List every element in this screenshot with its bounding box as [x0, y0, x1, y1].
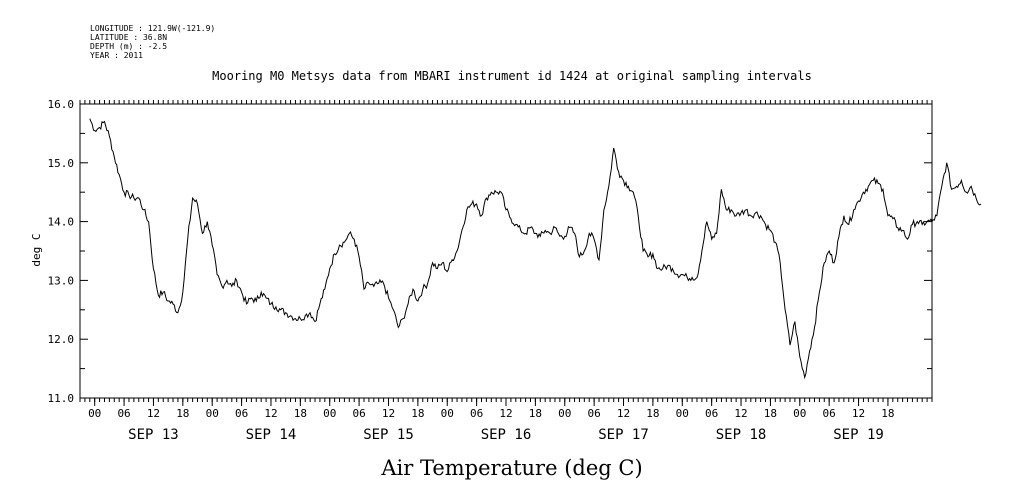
- x-tick-label: 18: [881, 407, 894, 420]
- chart-title: Mooring M0 Metsys data from MBARI instru…: [212, 69, 812, 83]
- x-day-label: SEP 17: [598, 427, 649, 443]
- x-tick-label: 00: [323, 407, 336, 420]
- x-tick-label: 18: [411, 407, 424, 420]
- plot-border: [79, 103, 933, 399]
- x-tick-label: 06: [352, 407, 365, 420]
- x-tick-label: 00: [793, 407, 806, 420]
- x-tick-label: 00: [206, 407, 219, 420]
- x-tick-label: 12: [499, 407, 512, 420]
- series-line: [89, 118, 982, 380]
- x-tick-label: 06: [470, 407, 483, 420]
- series-layer: [89, 118, 982, 380]
- x-day-label: SEP 13: [128, 427, 179, 443]
- longitude-label: LONGITUDE : 121.9W(-121.9): [90, 24, 215, 33]
- y-tick-label: 16.0: [48, 98, 75, 111]
- x-day-label: SEP 14: [246, 427, 297, 443]
- x-tick-label: 18: [646, 407, 659, 420]
- y-axis: 11.0 12.0 13.0 14.0 15.0 16.0: [48, 98, 932, 405]
- y-tick-label: 14.0: [48, 216, 75, 229]
- x-tick-label: 18: [176, 407, 189, 420]
- y-axis-label: deg C: [30, 233, 43, 266]
- x-tick-label: 06: [823, 407, 836, 420]
- x-tick-label: 12: [852, 407, 865, 420]
- x-tick-label: 00: [558, 407, 571, 420]
- depth-label: DEPTH (m) : -2.5: [90, 42, 167, 51]
- y-tick-label: 11.0: [48, 392, 75, 405]
- x-tick-label: 06: [117, 407, 130, 420]
- plot-frame: [79, 103, 933, 399]
- latitude-label: LATITUDE : 36.8N: [90, 33, 167, 42]
- x-day-label: SEP 18: [716, 427, 767, 443]
- x-tick-label: 00: [88, 407, 101, 420]
- x-tick-label: 18: [764, 407, 777, 420]
- x-tick-label: 12: [617, 407, 630, 420]
- x-tick-label: 06: [705, 407, 718, 420]
- x-tick-label: 12: [147, 407, 160, 420]
- x-tick-label: 12: [734, 407, 747, 420]
- x-tick-label: 12: [382, 407, 395, 420]
- x-tick-label: 06: [588, 407, 601, 420]
- x-day-label: SEP 16: [481, 427, 532, 443]
- x-day-label: SEP 15: [363, 427, 414, 443]
- x-day-label: SEP 19: [833, 427, 884, 443]
- y-tick-label: 13.0: [48, 274, 75, 287]
- x-axis-title: Air Temperature (deg C): [380, 456, 642, 480]
- x-tick-label: 06: [235, 407, 248, 420]
- x-tick-label: 12: [264, 407, 277, 420]
- y-tick-label: 15.0: [48, 157, 75, 170]
- year-label: YEAR : 2011: [90, 51, 143, 60]
- x-tick-label: 00: [676, 407, 689, 420]
- x-tick-label: 00: [441, 407, 454, 420]
- y-tick-label: 12.0: [48, 333, 75, 346]
- x-axis: 00 06 12 18 00 06 12 18 00 06 12 18 00 06 12 18 00 06 12 18…: [79, 100, 933, 443]
- x-tick-label: 18: [294, 407, 307, 420]
- x-tick-label: 18: [529, 407, 542, 420]
